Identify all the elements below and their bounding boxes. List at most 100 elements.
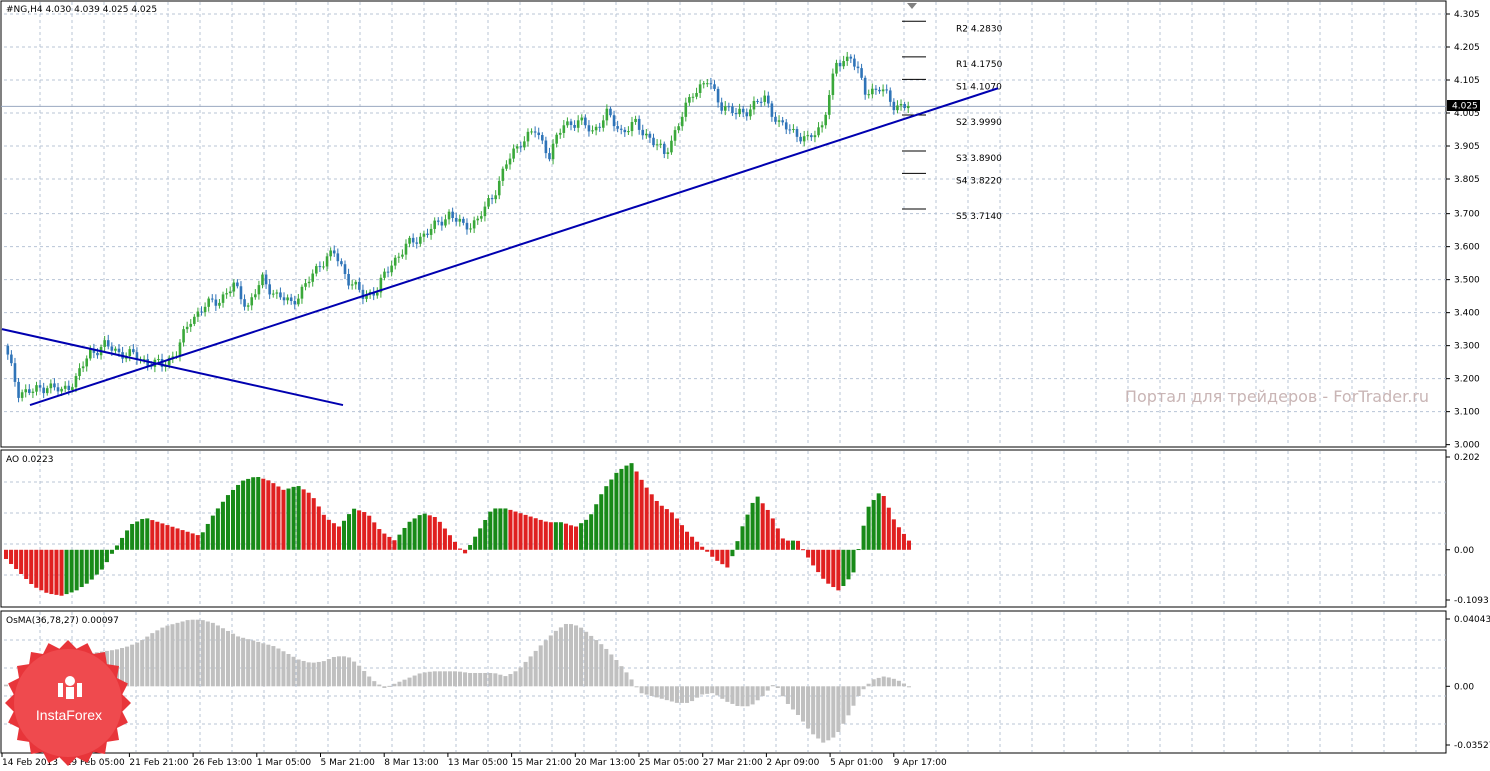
ao-axis: 0.202 0.00 -0.1093: [1446, 453, 1489, 606]
candle-body: [662, 143, 666, 154]
osma-bar: [205, 621, 210, 687]
ao-bar: [195, 535, 200, 550]
pivot-label-s5: S5 3.7140: [956, 212, 1002, 222]
osma-bar: [170, 624, 175, 687]
osma-bar: [619, 666, 624, 687]
osma-bar: [231, 633, 236, 687]
ao-bar: [236, 484, 241, 550]
candle-body: [774, 116, 777, 122]
candle-body: [20, 392, 24, 398]
osma-bar: [326, 659, 331, 687]
osma-tick-label: -0.03527: [1454, 741, 1490, 751]
ao-bar: [679, 525, 684, 550]
candle-body: [35, 385, 38, 392]
candle-body: [706, 83, 709, 85]
current-price-tag: 4.025: [1447, 100, 1480, 112]
osma-bar: [901, 683, 906, 687]
osma-bar: [180, 621, 185, 687]
candle-body: [878, 89, 881, 92]
candle-body: [702, 83, 706, 85]
osma-bar: [523, 661, 528, 687]
candle-body: [777, 120, 781, 122]
ao-bar: [397, 534, 402, 550]
candle-body: [182, 329, 185, 343]
ao-bar: [826, 549, 831, 584]
ao-bar: [251, 477, 256, 550]
candle-body: [264, 274, 268, 285]
candle-body: [329, 250, 332, 257]
candle-body: [856, 66, 860, 69]
candle-body: [731, 106, 734, 114]
osma-bar: [437, 671, 442, 687]
osma-bar: [568, 624, 574, 687]
osma-bar: [145, 636, 150, 687]
ao-bar: [4, 549, 9, 559]
candle-body: [60, 388, 63, 392]
price-axis: 4.305 4.205 4.105 4.005 3.905 3.805 3.700 3.600…: [1446, 10, 1480, 451]
candle-body: [860, 68, 863, 78]
candle-body: [246, 305, 250, 307]
osma-bar: [185, 620, 190, 687]
candle-body: [566, 121, 569, 126]
candle-body: [24, 389, 28, 393]
ao-bar: [407, 521, 412, 550]
osma-bar: [336, 656, 341, 687]
osma-bar: [503, 676, 508, 687]
ao-bar: [831, 549, 836, 588]
osma-bar: [775, 686, 780, 688]
candle-body: [110, 346, 114, 351]
time-tick-label: 26 Feb 13:00: [193, 758, 252, 768]
ao-bar: [750, 502, 755, 550]
candle-body: [756, 100, 759, 102]
candle-body: [802, 136, 806, 142]
candle-body: [225, 293, 228, 295]
osma-bar: [644, 686, 649, 695]
osma-bar: [261, 643, 266, 687]
ao-bar: [205, 523, 210, 550]
chart-shift-marker[interactable]: [907, 3, 917, 9]
candle-body: [767, 95, 770, 104]
candle-body: [42, 387, 45, 394]
ao-bar: [821, 549, 826, 579]
candle-body: [594, 126, 598, 131]
osma-bar: [458, 671, 463, 687]
ao-bar: [256, 477, 261, 550]
osma-bar: [498, 674, 503, 687]
ao-bar: [220, 501, 225, 550]
candle-body: [849, 56, 853, 59]
osma-bar: [579, 627, 584, 687]
ao-bar: [140, 518, 145, 550]
candle-body: [275, 292, 279, 294]
ao-bar: [705, 549, 710, 552]
candle-body: [128, 349, 132, 356]
ao-bar: [624, 465, 629, 550]
ao-bar: [619, 468, 624, 550]
candle-body: [501, 168, 505, 181]
price-tick-label: 3.805: [1454, 175, 1480, 185]
trendlines[interactable]: [1, 87, 999, 407]
logo-text: InstaForex: [36, 707, 102, 723]
time-tick-label: 1 Mar 05:00: [257, 758, 312, 768]
candle-body: [408, 237, 411, 244]
pivot-label-s1: S1 4.1070: [956, 82, 1002, 92]
ao-bar: [795, 540, 801, 550]
candle-body: [576, 120, 580, 128]
osma-bar: [165, 625, 170, 687]
ao-bar: [432, 517, 437, 550]
ao-bar: [881, 496, 886, 550]
osma-bar: [447, 671, 452, 687]
pivot-label-s3: S3 3.8900: [956, 154, 1002, 164]
candle-body: [31, 391, 35, 393]
candle-body: [315, 266, 318, 274]
candle-body: [311, 273, 315, 282]
osma-bar: [811, 686, 816, 735]
candle-body: [838, 62, 842, 67]
osma-bar: [715, 686, 720, 696]
candle-body: [196, 311, 200, 317]
osma-bar: [755, 686, 760, 701]
osma-bar: [377, 684, 382, 687]
osma-bar: [256, 641, 261, 687]
osma-bar: [664, 686, 669, 701]
candle-body: [555, 134, 558, 144]
